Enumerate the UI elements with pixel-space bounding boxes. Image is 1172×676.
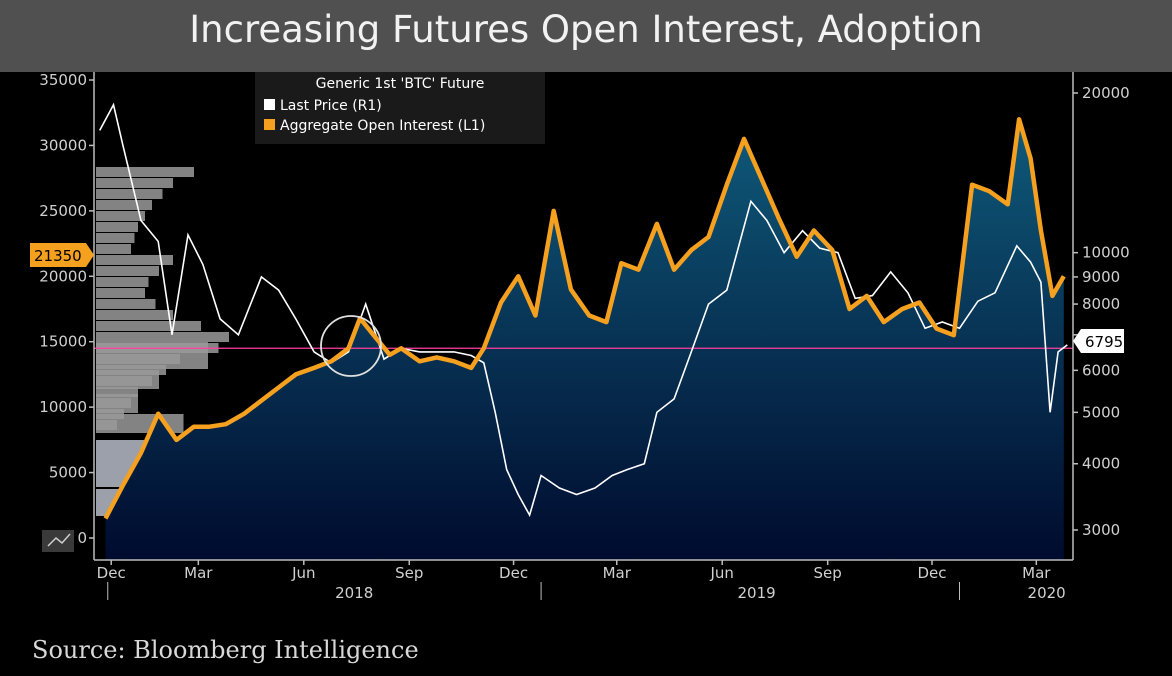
right-axis-tick-label: 9000 — [1082, 268, 1120, 286]
right-axis-tick-label: 8000 — [1082, 295, 1120, 313]
x-axis-tick-label: Jun — [709, 564, 733, 582]
x-axis-tick-label: Sep — [395, 564, 423, 582]
histogram-bar — [96, 277, 149, 287]
histogram-bar — [96, 299, 156, 309]
legend-swatch-price — [264, 99, 275, 110]
histogram-bar — [96, 370, 159, 389]
x-axis-tick-label: Mar — [1022, 564, 1051, 582]
x-axis-year-label: 2020 — [1028, 584, 1066, 602]
left-axis-tick-label: 0 — [77, 529, 87, 547]
left-axis-tick-label: 5000 — [49, 464, 87, 482]
histogram-bar — [96, 178, 173, 188]
price-line — [98, 102, 1068, 518]
left-axis-tick-label: 15000 — [39, 333, 87, 351]
axes — [93, 72, 1074, 561]
chart-title: Increasing Futures Open Interest, Adopti… — [189, 8, 983, 51]
x-axis-tick-label: Dec — [499, 564, 528, 582]
highlight-circle — [320, 315, 382, 377]
left-axis-ticks: 0 5000 10000 15000 20000 25000 30000 35000 — [39, 72, 94, 547]
histogram-bar — [96, 321, 201, 331]
x-axis-tick-label: Mar — [603, 564, 632, 582]
left-axis-tick-label: 30000 — [39, 136, 87, 154]
title-bar — [0, 0, 1172, 72]
right-axis-tick-label: 5000 — [1082, 403, 1120, 421]
legend: Generic 1st 'BTC' Future Last Price (R1)… — [255, 72, 545, 144]
current-value-left: 21350 — [34, 247, 82, 265]
current-value-left-badge: 21350 — [30, 243, 94, 267]
left-axis-tick-label: 20000 — [39, 267, 87, 285]
x-axis-year-label: 2019 — [738, 584, 776, 602]
histogram-bar — [96, 387, 138, 397]
x-axis-tick-label: Jun — [291, 564, 315, 582]
right-axis-ticks: 30004000500060007000800090001000020000 — [1073, 84, 1130, 539]
current-value-right: 6795 — [1085, 333, 1123, 351]
histogram-bar — [96, 211, 145, 221]
histogram-bar — [96, 310, 173, 320]
histogram-bar — [96, 255, 173, 265]
right-axis-tick-label: 20000 — [1082, 84, 1130, 102]
right-axis-tick-label: 6000 — [1082, 361, 1120, 379]
histogram-bar — [96, 342, 208, 369]
open-interest-area — [105, 119, 1064, 561]
legend-label-price: Last Price (R1) — [280, 98, 382, 114]
current-value-right-badge: 6795 — [1073, 329, 1124, 353]
histogram-bar — [96, 189, 163, 199]
legend-label-open-interest: Aggregate Open Interest (L1) — [280, 118, 485, 134]
left-axis-tick-label: 10000 — [39, 398, 87, 416]
histogram-bar — [96, 394, 138, 413]
right-axis-tick-label: 10000 — [1082, 244, 1130, 262]
x-axis-tick-label: Mar — [184, 564, 213, 582]
open-interest-line — [103, 117, 1066, 520]
histogram-bar — [96, 332, 229, 342]
histogram-bar — [96, 266, 159, 276]
right-axis-tick-label: 3000 — [1082, 521, 1120, 539]
source-note: Source: Bloomberg Intelligence — [32, 636, 419, 664]
histogram-bar — [96, 288, 145, 298]
x-axis-tick-label: Dec — [917, 564, 946, 582]
x-axis-ticks: Dec Mar Jun Sep Dec Mar Jun Sep Dec Mar 2018 2019 20… — [97, 560, 1066, 602]
right-axis-tick-label: 4000 — [1082, 455, 1120, 473]
histogram-bar — [96, 244, 131, 254]
legend-swatch-open-interest — [264, 119, 275, 130]
histogram-bar — [96, 167, 194, 177]
histogram-bar — [96, 233, 135, 243]
histogram-bar — [96, 200, 152, 210]
legend-header: Generic 1st 'BTC' Future — [316, 76, 485, 92]
left-axis-tick-label: 35000 — [39, 72, 87, 89]
chart-area: Generic 1st 'BTC' Future Last Price (R1)… — [30, 72, 1130, 602]
x-axis-year-label: 2018 — [335, 584, 373, 602]
x-axis-tick-label: Dec — [97, 564, 126, 582]
left-axis-tick-label: 25000 — [39, 202, 87, 220]
chart-type-icon[interactable] — [42, 530, 74, 552]
histogram-bar — [96, 222, 138, 232]
x-axis-tick-label: Sep — [814, 564, 842, 582]
